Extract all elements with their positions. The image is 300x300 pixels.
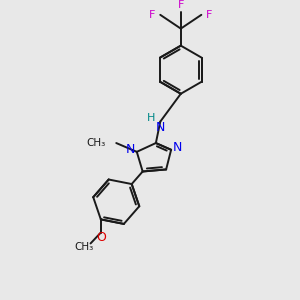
Text: F: F — [178, 0, 184, 10]
Text: F: F — [149, 10, 155, 20]
Text: N: N — [173, 141, 182, 154]
Text: CH₃: CH₃ — [74, 242, 93, 252]
Text: N: N — [126, 143, 135, 156]
Text: N: N — [156, 121, 165, 134]
Text: F: F — [206, 10, 213, 20]
Text: CH₃: CH₃ — [87, 138, 106, 148]
Text: H: H — [146, 112, 155, 122]
Text: O: O — [96, 231, 106, 244]
